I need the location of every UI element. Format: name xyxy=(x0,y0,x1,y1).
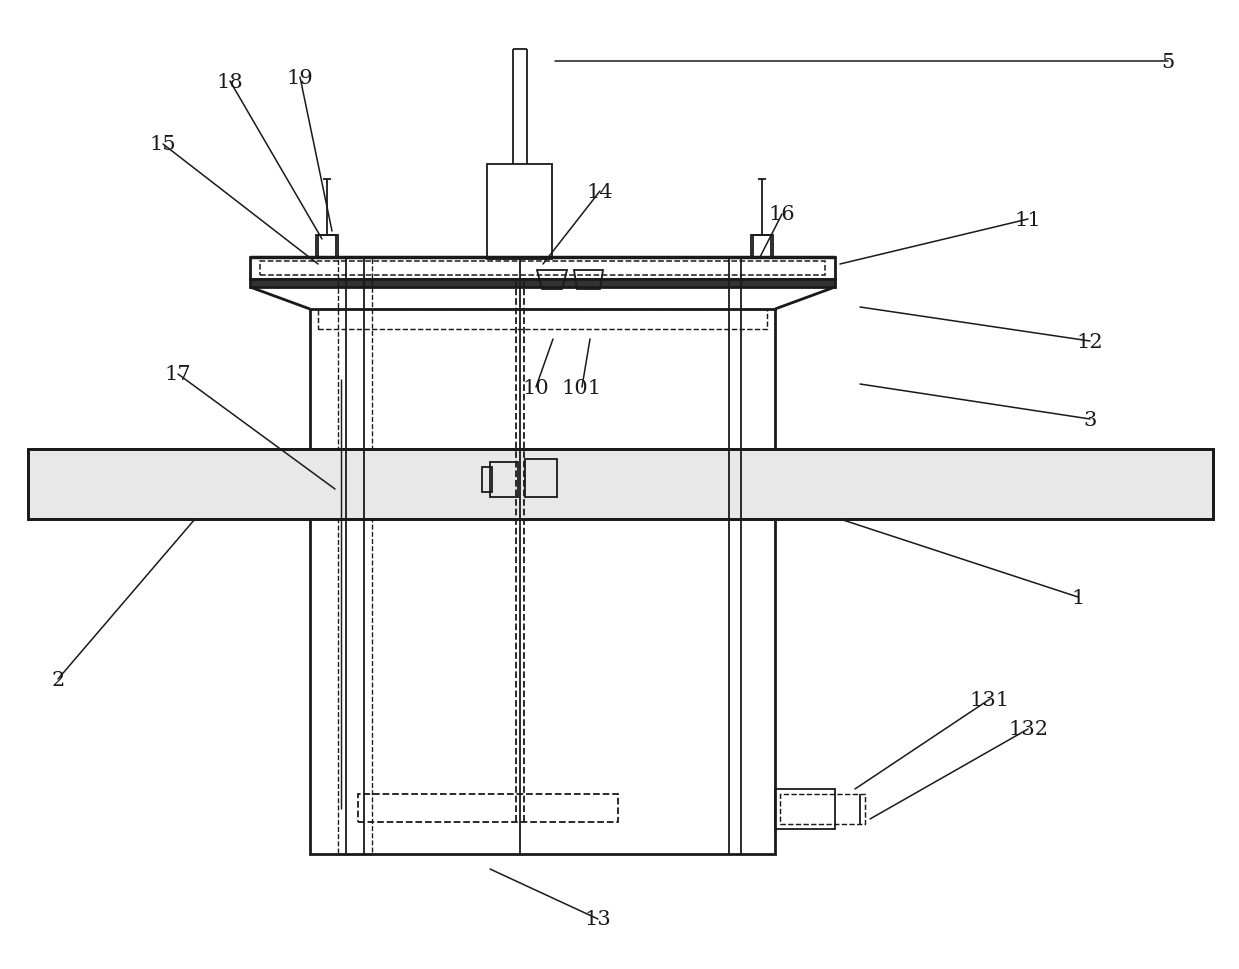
Bar xyxy=(250,258,835,280)
Text: 13: 13 xyxy=(585,910,611,928)
Bar xyxy=(781,795,865,825)
Text: 3: 3 xyxy=(1083,410,1097,429)
Bar xyxy=(487,165,553,260)
Text: 15: 15 xyxy=(150,136,176,154)
Bar xyxy=(316,235,338,258)
Bar xyxy=(318,310,767,329)
Text: 5: 5 xyxy=(1161,52,1175,72)
Text: 10: 10 xyxy=(523,378,549,397)
Text: 14: 14 xyxy=(587,182,613,202)
Bar xyxy=(28,450,1213,519)
Bar xyxy=(28,450,1213,519)
Text: 16: 16 xyxy=(768,205,795,224)
Text: 132: 132 xyxy=(1009,720,1048,738)
Text: 19: 19 xyxy=(286,69,313,87)
Text: 131: 131 xyxy=(970,690,1010,708)
Text: 11: 11 xyxy=(1015,210,1041,230)
Bar xyxy=(318,235,336,258)
Text: 2: 2 xyxy=(51,670,64,689)
Text: 18: 18 xyxy=(217,73,243,91)
Bar xyxy=(776,789,835,829)
Bar xyxy=(358,795,618,822)
Bar xyxy=(753,235,771,258)
Bar xyxy=(310,310,776,854)
Text: 12: 12 xyxy=(1077,332,1103,351)
Text: 17: 17 xyxy=(165,365,191,384)
Bar xyxy=(260,262,825,276)
Bar xyxy=(482,467,492,492)
Text: 101: 101 xyxy=(563,378,602,397)
Bar xyxy=(250,280,835,288)
Bar xyxy=(338,258,372,854)
Bar xyxy=(489,462,518,497)
Bar xyxy=(525,459,558,497)
Bar xyxy=(751,235,773,258)
Text: 1: 1 xyxy=(1072,588,1084,607)
